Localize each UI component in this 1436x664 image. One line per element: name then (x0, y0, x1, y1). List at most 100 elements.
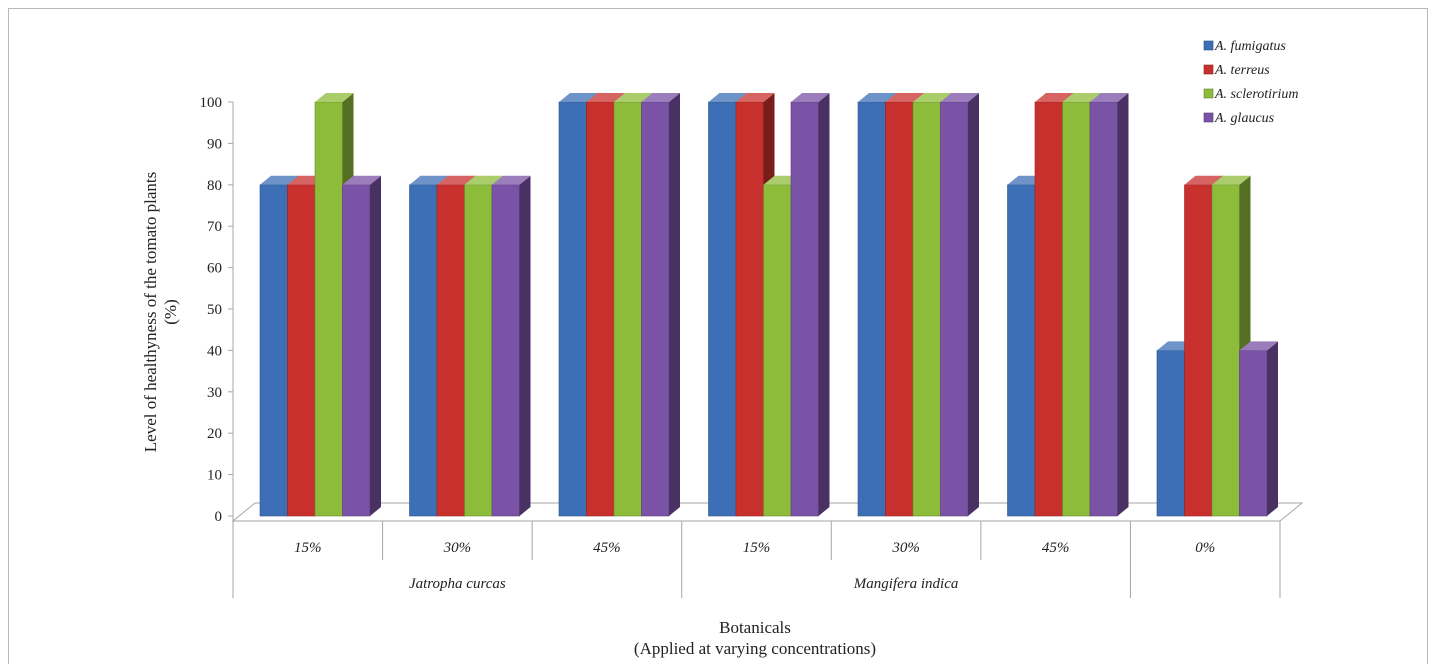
bar-top (913, 93, 952, 102)
bar-top (1212, 175, 1251, 185)
bar-top (1062, 93, 1101, 102)
bar-front (940, 101, 969, 517)
bar-front (1156, 350, 1185, 517)
bar-front (708, 101, 737, 517)
bar-side (818, 93, 830, 516)
bar-top (858, 93, 897, 102)
legend-swatch (1203, 88, 1214, 99)
bar-front (1184, 184, 1213, 517)
bar-top (791, 93, 830, 102)
bar-side (669, 93, 680, 516)
bar-top (1090, 93, 1129, 102)
bar-front (1211, 184, 1240, 517)
bar-front (613, 101, 642, 517)
bar-top (437, 175, 476, 185)
y-axis-title-line: (%) (161, 299, 180, 324)
axis-titles: Level of healthyness of the tomato plant… (141, 172, 876, 658)
x-axis-title-line: Botanicals (719, 618, 791, 637)
bar-front (763, 184, 792, 517)
bar-top (559, 93, 598, 102)
x-tick-label: 45% (593, 540, 621, 556)
x-group-label: Jatropha curcas (409, 576, 506, 592)
bar-top (1184, 175, 1223, 185)
legend-swatch (1203, 112, 1214, 123)
bar-front (1239, 350, 1268, 517)
bar-side (1117, 93, 1129, 516)
bar (1239, 341, 1278, 517)
bar-side (519, 175, 531, 517)
bar-top (464, 175, 503, 185)
x-tick-label: 15% (743, 540, 771, 556)
y-axis-title-line: Level of healthyness of the tomato plant… (141, 172, 160, 452)
x-group-label: Mangifera indica (853, 576, 959, 592)
bar-front (641, 101, 670, 517)
bar-front (586, 101, 615, 517)
x-tick-label: 30% (443, 540, 472, 556)
bar-front (464, 184, 493, 517)
bar-top (736, 93, 775, 102)
bar-front (342, 184, 371, 517)
y-tick-label: 50 (207, 302, 222, 318)
bar-top (1035, 93, 1074, 102)
bar-front (287, 184, 316, 517)
bar-front (1062, 101, 1091, 517)
y-tick-label: 100 (200, 95, 223, 111)
bar-side (968, 93, 979, 516)
bar-front (314, 101, 343, 517)
x-axis: 15% 30% 45% 15% 30% 45% 0% Jatropha curcas Mangi… (232, 520, 1281, 598)
bar-front (558, 101, 587, 517)
bar-top (342, 175, 381, 185)
y-tick-label: 70 (207, 219, 222, 235)
legend: A. fumigatus A. terreus A. sclerotirium A. … (1203, 39, 1298, 126)
y-tick-label: 0 (215, 509, 223, 525)
bar-front (735, 101, 764, 517)
bar-front (1089, 101, 1118, 517)
y-axis-title: Level of healthyness of the tomato plant… (141, 172, 180, 452)
bar (790, 93, 830, 517)
y-tick-label: 30 (207, 385, 222, 401)
bar-front (491, 184, 520, 517)
y-tick-label: 60 (207, 261, 222, 277)
bar-front (409, 184, 438, 517)
bar-front (436, 184, 465, 517)
bar (491, 175, 531, 517)
y-tick-label: 80 (207, 178, 222, 194)
bar-top (1239, 341, 1278, 351)
bar-top (492, 175, 531, 185)
bar-front (857, 101, 886, 517)
bar-top (885, 93, 924, 102)
bar-front (259, 184, 288, 517)
y-tick-label: 20 (207, 426, 222, 442)
x-tick-label: 45% (1042, 540, 1070, 556)
bar (1089, 93, 1129, 517)
legend-swatch (1203, 40, 1214, 51)
x-axis-title-line: (Applied at varying concentrations) (634, 639, 876, 658)
bar (641, 93, 680, 517)
bar-front (790, 101, 819, 517)
y-tick-label: 40 (207, 343, 222, 359)
bar-top (940, 93, 979, 102)
y-axis: 0 10 20 30 40 50 60 70 80 90 100 (200, 95, 234, 525)
legend-label: A. fumigatus (1214, 39, 1286, 54)
x-tick-label: 15% (294, 540, 322, 556)
bar-side (370, 175, 381, 517)
bar-top (315, 93, 354, 102)
bar-side (1267, 341, 1278, 516)
bar (342, 175, 381, 517)
bar-top (708, 93, 747, 102)
bar-top (614, 93, 653, 102)
bar-front (912, 101, 941, 517)
legend-label: A. sclerotirium (1214, 87, 1298, 102)
bar-front (885, 101, 914, 517)
x-tick-label: 0% (1195, 540, 1215, 556)
bar-top (586, 93, 625, 102)
bar-front (1034, 101, 1063, 517)
y-tick-label: 90 (207, 136, 222, 152)
bar (940, 93, 979, 517)
legend-swatch (1203, 64, 1214, 75)
x-axis-title: Botanicals (Applied at varying concentrat… (634, 618, 876, 658)
x-tick-label: 30% (891, 540, 920, 556)
bar-top (641, 93, 680, 102)
bar-top (260, 175, 299, 185)
